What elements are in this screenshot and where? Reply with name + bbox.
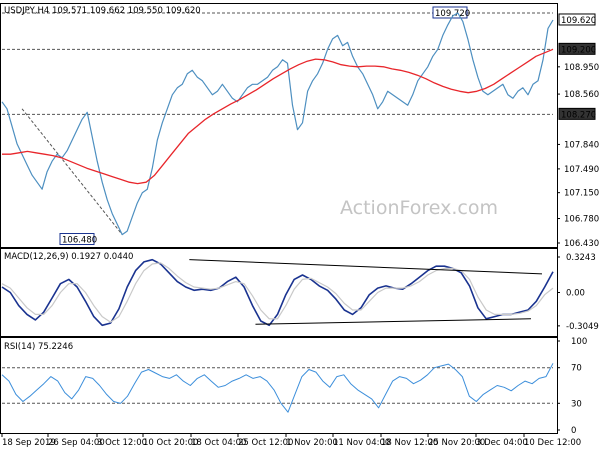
price-tick-8: 106.780 <box>564 215 599 225</box>
price-trendline <box>21 108 123 235</box>
x-tick-2: 3 Oct 12:00 <box>97 438 147 448</box>
x-tick-9: 25 Nov 20:00 <box>428 438 485 448</box>
price-tick-1: 109.200 <box>561 45 596 55</box>
level-box-3 <box>59 233 95 246</box>
x-tick-5: 25 Oct 12:00 <box>238 438 293 448</box>
x-tick-3: 10 Oct 20:00 <box>143 438 198 448</box>
price-tick-3: 108.560 <box>564 90 599 100</box>
level-label-3: 106.480 <box>62 236 97 246</box>
price-tick-2: 108.950 <box>564 63 599 73</box>
x-tick-11: 10 Dec 12:00 <box>524 438 581 448</box>
price-tick-4: 108.270 <box>561 110 596 120</box>
x-tick-6: 1 Nov 20:00 <box>286 438 338 448</box>
x-tick-7: 11 Nov 04:00 <box>333 438 390 448</box>
axis-box-0 <box>558 13 596 26</box>
rsi-panel-frame <box>0 337 558 434</box>
x-tick-10: 3 Dec 04:00 <box>476 438 528 448</box>
price-tick-5: 107.840 <box>564 140 599 150</box>
rsi-tick-1: 70 <box>571 364 582 374</box>
macd-tick-2: -0.3049 <box>566 322 599 332</box>
price-tick-6: 107.490 <box>564 165 599 175</box>
macd-line <box>1 258 554 327</box>
x-tick-4: 18 Oct 04:00 <box>191 438 246 448</box>
watermark: ActionForex.com <box>340 197 498 219</box>
axis-box-1 <box>558 42 596 55</box>
price-panel-frame <box>0 3 558 248</box>
level-box-0 <box>432 6 468 19</box>
axis-box-4 <box>558 107 596 120</box>
x-tick-0: 18 Sep 2019 <box>2 438 56 448</box>
level-label-0: 109.720 <box>435 9 470 19</box>
macd-panel-title: MACD(12,26,9) 0.1927 0.0440 <box>4 252 133 262</box>
price-line <box>1 12 554 236</box>
price-panel-title: USDJPY,H4 109.571 109.662 109.550 109.62… <box>4 6 201 16</box>
macd-trendline-0 <box>189 259 543 275</box>
macd-trendline-1 <box>255 318 531 325</box>
moving-average-line <box>2 48 554 185</box>
macd-tick-1: 0.00 <box>566 289 585 299</box>
rsi-panel-title: RSI(14) 75.2246 <box>4 342 73 352</box>
x-tick-1: 26 Sep 04:00 <box>48 438 105 448</box>
price-tick-0: 109.620 <box>561 16 596 26</box>
price-tick-7: 107.150 <box>564 189 599 199</box>
rsi-tick-0: 100 <box>571 337 587 347</box>
x-tick-8: 18 Nov 12:00 <box>381 438 438 448</box>
rsi-line <box>1 363 554 413</box>
macd-tick-0: 0.3243 <box>566 253 596 263</box>
price-tick-9: 106.430 <box>564 239 599 249</box>
rsi-tick-2: 30 <box>571 399 582 409</box>
rsi-tick-3: 0 <box>571 426 576 436</box>
